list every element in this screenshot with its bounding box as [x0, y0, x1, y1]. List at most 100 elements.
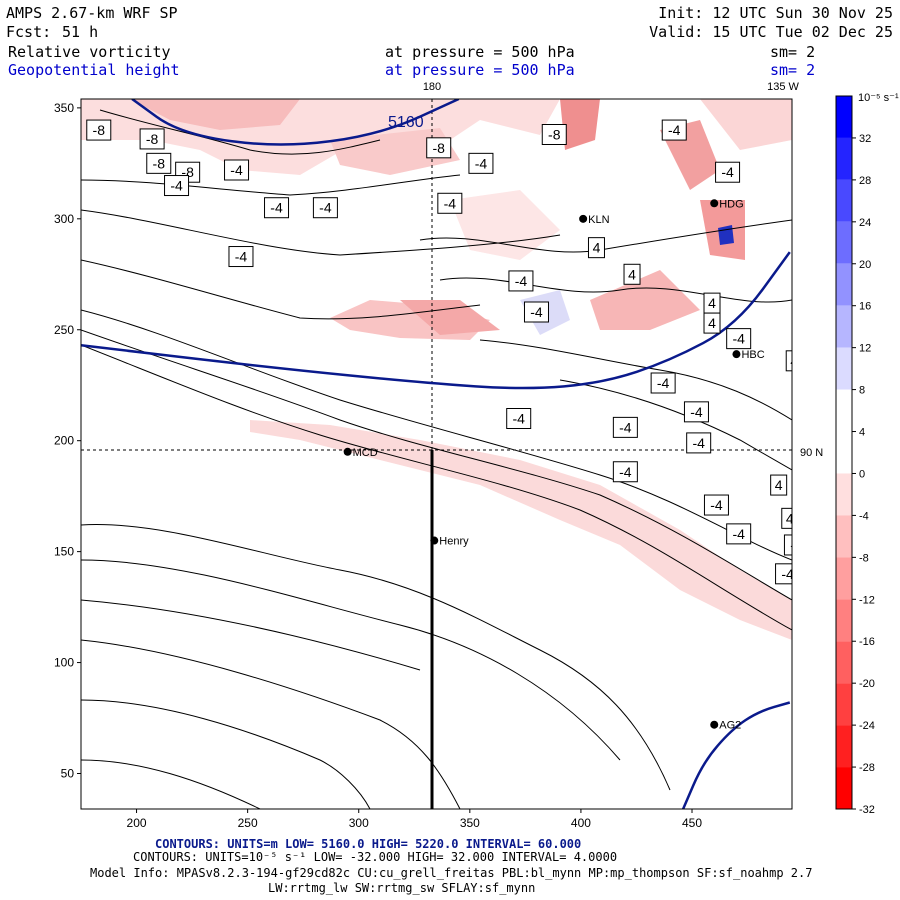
vorticity-label: -8 — [426, 137, 452, 159]
vorticity-label: -4 — [612, 461, 638, 483]
vorticity-label-text: 4 — [593, 240, 601, 256]
vorticity-label-box — [650, 372, 676, 394]
colorbar-bin — [836, 683, 852, 726]
vorticity-label-text: -4 — [790, 537, 803, 553]
vorticity-label-text: -4 — [444, 195, 457, 211]
vorticity-label: -4 — [437, 192, 463, 214]
vorticity-label-box — [726, 523, 752, 545]
vorticity-label-box — [661, 119, 687, 141]
vorticity-label: -4 — [864, 468, 888, 488]
vorticity-label-box — [781, 507, 792, 529]
plot-frame — [80, 98, 793, 810]
vorticity-label-box — [139, 128, 165, 150]
y-tick-label: 250 — [54, 323, 74, 337]
colorbar-bin — [836, 767, 852, 809]
vorticity-label-box — [437, 192, 463, 214]
vorticity-label-box — [312, 197, 338, 219]
station-dot — [732, 350, 741, 359]
colorbar-bin — [836, 96, 852, 138]
x-tick-label: 450 — [682, 816, 702, 830]
positive-vorticity-core — [718, 225, 734, 245]
x-tick-label: 300 — [349, 816, 369, 830]
vorticity-contour — [81, 524, 671, 791]
vorticity-label-box — [541, 124, 567, 145]
height-contour-label-5160: 5160 — [388, 114, 424, 131]
vorticity-label-text: 4 — [868, 521, 876, 537]
valid-time: Valid: 15 UTC Tue 02 Dec 25 — [649, 23, 893, 41]
vorticity-label-text: -4 — [668, 122, 681, 138]
vorticity-label-text: -8 — [548, 127, 561, 143]
vorticity-contour — [479, 339, 792, 421]
vorticity-label-text: -4 — [692, 435, 705, 451]
field2-smoothing: sm= 2 — [770, 61, 815, 79]
colorbar-tick-label: 0 — [859, 468, 865, 480]
vorticity-label-text: 4 — [801, 368, 809, 384]
vorticity-label: 4 — [785, 350, 798, 372]
vorticity-label-text: 4 — [786, 510, 794, 526]
colorbar-tick-label: -8 — [859, 552, 869, 564]
station-dot — [343, 447, 352, 456]
vorticity-label-box — [612, 416, 638, 438]
vorticity-label: -4 — [612, 416, 638, 438]
vorticity-label-box — [797, 366, 813, 386]
negative-vorticity-core — [400, 300, 500, 335]
vorticity-label: 4 — [623, 263, 641, 285]
longitude-135w-label: 135 W — [767, 81, 799, 93]
field1-smoothing: sm= 2 — [770, 43, 815, 61]
station-name: Henry — [439, 536, 469, 548]
station-dot — [710, 199, 719, 208]
colorbar-tick-label: -28 — [859, 762, 875, 774]
station-name: HDG — [719, 198, 743, 210]
vorticity-label-box — [703, 494, 729, 516]
x-tick-label: 350 — [460, 816, 480, 830]
colorbar-tick-label: 16 — [859, 301, 871, 313]
colorbar-tick-label: 24 — [859, 217, 871, 229]
vorticity-label-text: 4 — [708, 295, 716, 311]
vorticity-label: -4 — [703, 494, 729, 516]
vorticity-label-box — [164, 175, 190, 197]
vorticity-label-box — [426, 137, 452, 159]
vorticity-label-box — [851, 318, 867, 338]
y-tick-label: 50 — [61, 767, 75, 781]
negative-vorticity-core — [130, 99, 300, 130]
colorbar-bin — [836, 431, 852, 474]
vorticity-label-text: 4 — [775, 477, 783, 493]
vorticity-label-box — [506, 408, 532, 429]
vorticity-contour — [81, 639, 461, 809]
vorticity-label-text: -4 — [732, 331, 745, 347]
vorticity-label-text: 4 — [628, 266, 636, 282]
colorbar-tick-label: 28 — [859, 175, 871, 187]
station-dot — [579, 214, 588, 223]
vorticity-label-box — [785, 350, 792, 372]
vorticity-label-text: -4 — [657, 375, 670, 391]
vorticity-label-box — [228, 246, 254, 268]
vorticity-label: 4 — [793, 306, 809, 326]
station-mcd: MCD — [343, 447, 378, 459]
vorticity-contour — [81, 699, 371, 809]
vorticity-label: 4 — [868, 386, 884, 406]
forecast-label: Fcst: — [6, 23, 51, 41]
vorticity-label-text: -4 — [515, 273, 528, 289]
station-kln: KLN — [579, 214, 610, 226]
vorticity-label-text: -4 — [512, 411, 525, 427]
footer-model-info: Model Info: MPASv8.2.3-194-gf29cd82c CU:… — [90, 866, 812, 880]
vorticity-label-text: 4 — [873, 388, 881, 404]
y-tick-label: 350 — [54, 101, 74, 115]
vorticity-label: -4 — [783, 534, 803, 556]
plot-area: -8-8-8-8 -4-8-4-8 -4-4-4-4-4 -4-4-4-4-4-4-4… — [81, 99, 888, 809]
vorticity-label-box — [612, 461, 638, 483]
colorbar-bin — [836, 599, 852, 642]
forecast-hours: 51 h — [62, 23, 98, 41]
colorbar-tick-label: 20 — [859, 259, 871, 271]
longitude-180-label: 180 — [423, 81, 441, 93]
vorticity-label-text: -4 — [870, 470, 883, 486]
colorbar-bin — [836, 641, 852, 684]
vorticity-label: 4 — [781, 507, 794, 529]
vorticity-label: -4 — [468, 152, 494, 174]
vorticity-label-box — [264, 197, 290, 219]
station-henry: Henry — [430, 536, 469, 548]
vorticity-label: -4 — [683, 401, 709, 423]
vorticity-label-text: 4 — [790, 353, 798, 369]
vorticity-label-box — [858, 486, 882, 506]
